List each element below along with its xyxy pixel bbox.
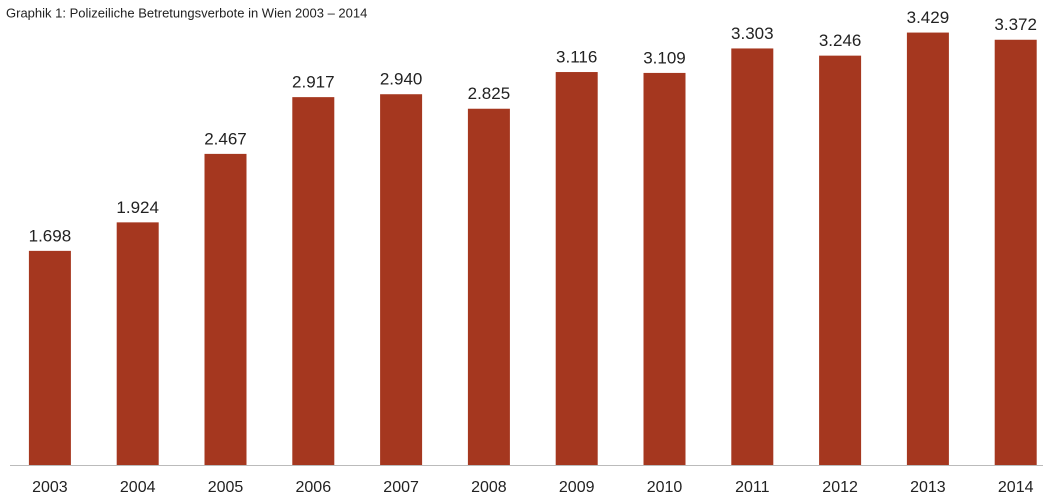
bar [555,72,598,465]
bar [643,72,686,465]
bar [467,108,510,465]
bar [380,94,423,465]
x-tick-label: 2014 [998,479,1034,496]
bar [731,48,774,466]
value-label: 3.116 [556,48,597,67]
x-tick-label: 2004 [120,479,156,496]
value-label: 2.917 [292,73,335,92]
value-label: 1.698 [29,226,72,245]
bar [994,39,1037,466]
chart-title: Graphik 1: Polizeiliche Betretungsverbot… [6,5,367,20]
value-label: 3.372 [994,15,1037,34]
x-tick-label: 2012 [822,479,858,496]
value-label: 2.467 [204,129,247,148]
bar [116,222,159,465]
x-tick-label: 2007 [383,479,419,496]
bar [28,250,71,465]
x-tick-label: 2010 [647,479,683,496]
x-tick-label: 2009 [559,479,595,496]
bar [204,153,247,465]
value-label: 1.924 [116,198,159,217]
bar [292,97,335,466]
value-label: 3.429 [907,8,950,27]
bar [819,55,862,465]
x-tick-label: 2006 [296,479,332,496]
value-label: 3.303 [731,24,774,43]
x-tick-label: 2013 [910,479,946,496]
value-label: 3.246 [819,31,862,50]
x-tick-label: 2011 [735,479,770,496]
bar [906,32,949,465]
x-tick-label: 2005 [208,479,244,496]
x-tick-label: 2003 [32,479,68,496]
value-label: 3.109 [643,48,686,67]
value-label: 2.940 [380,70,423,89]
x-tick-label: 2008 [471,479,507,496]
value-label: 2.825 [468,84,511,103]
